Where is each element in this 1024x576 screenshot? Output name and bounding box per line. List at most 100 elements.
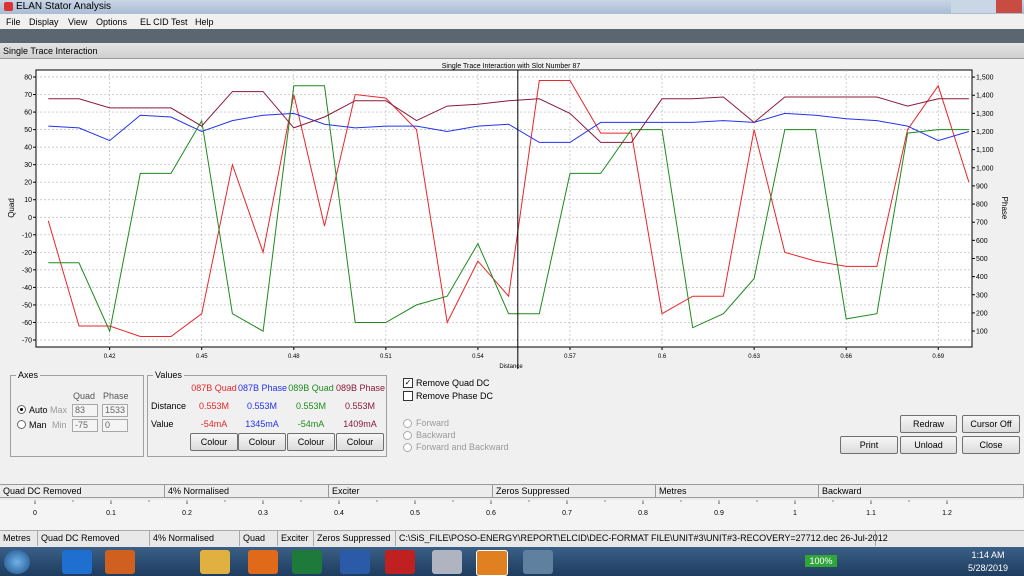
checkbox-remove-quad-dc[interactable]: ✓	[403, 378, 413, 388]
taskbar-word[interactable]	[340, 550, 370, 574]
distance-value: 0.553M	[344, 401, 376, 411]
menu-item[interactable]: Help	[195, 17, 214, 27]
cursor-off-button[interactable]: Cursor Off	[962, 415, 1020, 433]
quad-max-input[interactable]: 83	[72, 404, 98, 417]
clock-date[interactable]: 5/28/2019	[967, 563, 1009, 573]
print-button[interactable]: Print	[840, 436, 898, 454]
group-title: Axes	[16, 370, 41, 380]
y2-tick-label: 1,400	[976, 93, 994, 100]
status-bar	[0, 484, 1024, 500]
group-title: Values	[153, 370, 184, 380]
y2-tick-label: 800	[976, 202, 988, 209]
y2-axis-label: Phase	[1000, 197, 1009, 220]
ruler-tick-label: 1.2	[942, 510, 952, 517]
radio-backward[interactable]	[403, 431, 412, 440]
child-title: Single Trace Interaction	[3, 46, 98, 56]
child-title-bar	[0, 43, 1024, 59]
taskbar-app[interactable]	[432, 550, 462, 574]
taskbar-media[interactable]	[105, 550, 135, 574]
colour-button[interactable]: Colour	[287, 433, 335, 451]
start-button[interactable]	[4, 550, 30, 574]
y-tick-label: -20	[22, 250, 32, 257]
app-icon	[4, 2, 13, 11]
x-tick-label: 0.57	[564, 354, 576, 360]
checkbox-label: Remove Quad DC	[416, 378, 490, 388]
series-header: 087B Quad	[191, 383, 237, 393]
battery-indicator[interactable]: 100%	[805, 555, 837, 567]
y2-tick-label: 900	[976, 183, 988, 190]
colour-button[interactable]: Colour	[238, 433, 286, 451]
clock-time[interactable]: 1:14 AM	[971, 550, 1005, 560]
taskbar-pdf[interactable]	[385, 550, 415, 574]
ruler-tick-label: 0.3	[258, 510, 268, 517]
title-bar	[0, 0, 1024, 14]
ruler-tick-label: 0.2	[182, 510, 192, 517]
x-tick-label: 0.69	[932, 354, 944, 360]
menu-bar	[0, 14, 1024, 29]
x-tick-label: 0.54	[472, 354, 484, 360]
y-tick-label: -30	[22, 267, 32, 274]
plot-area	[35, 69, 973, 348]
status-cell: C:\SiS_FILE\POSO-ENERGY\REPORT\ELCID\DEC…	[396, 531, 888, 546]
field-label: Max	[50, 405, 68, 415]
taskbar	[0, 547, 1024, 576]
x-tick-label: 0.66	[840, 354, 852, 360]
taskbar-explorer[interactable]	[200, 550, 230, 574]
unload-button[interactable]: Unload	[900, 436, 957, 454]
phase-max-input[interactable]: 1533	[102, 404, 128, 417]
colour-button[interactable]: Colour	[190, 433, 238, 451]
status-cell: Exciter	[278, 531, 314, 546]
distance-value: 0.553M	[198, 401, 230, 411]
redraw-button[interactable]: Redraw	[900, 415, 957, 433]
file-status-bar	[0, 530, 1024, 548]
y-tick-label: -40	[22, 285, 32, 292]
radio-auto[interactable]	[17, 405, 26, 414]
radio-forward-backward[interactable]	[403, 443, 412, 452]
taskbar-elan[interactable]	[476, 550, 508, 576]
checkbox-remove-phase-dc[interactable]	[403, 391, 413, 401]
ruler-tick-label: 1	[793, 510, 797, 517]
menu-item[interactable]: Options	[96, 17, 128, 27]
menu-item[interactable]: View	[68, 17, 88, 27]
ruler-tick-label: 0.6	[486, 510, 496, 517]
y-tick-label: 80	[24, 75, 32, 82]
status-cell: 4% Normalised	[150, 531, 240, 546]
y-tick-label: 20	[24, 180, 32, 187]
radio-forward[interactable]	[403, 419, 412, 428]
menu-item[interactable]: EL CID Test	[140, 17, 188, 27]
x-axis-label: Distance	[499, 364, 523, 370]
series-line	[48, 91, 969, 143]
ruler-tick-label: 0.5	[410, 510, 420, 517]
taskbar-excel[interactable]	[292, 550, 322, 574]
status-cell: Backward	[819, 485, 1024, 498]
checkbox-label: Remove Phase DC	[416, 391, 494, 401]
status-cell: Zeros Suppressed	[493, 485, 656, 498]
chart-title: Single Trace Interaction with Slot Numbe…	[442, 63, 581, 70]
y2-tick-label: 1,200	[976, 129, 994, 136]
y2-tick-label: 1,500	[976, 75, 994, 82]
y-tick-label: 0	[28, 215, 32, 222]
y-tick-label: 50	[24, 127, 32, 134]
ruler-tick-label: 0.8	[638, 510, 648, 517]
close-window[interactable]	[996, 0, 1022, 13]
series-line	[48, 112, 970, 143]
radio-label: Forward and Backward	[416, 442, 509, 452]
taskbar-ie[interactable]	[62, 550, 92, 574]
phase-min-input[interactable]: 0	[102, 419, 128, 432]
taskbar-app[interactable]	[523, 550, 553, 574]
status-cell: Quad DC Removed	[38, 531, 150, 546]
y-tick-label: 10	[24, 197, 32, 204]
close-button[interactable]: Close	[962, 436, 1020, 454]
taskbar-firefox[interactable]	[248, 550, 278, 574]
radio-man[interactable]	[17, 420, 26, 429]
row-label: Distance	[151, 401, 187, 411]
quad-min-input[interactable]: -75	[72, 419, 98, 432]
ruler-background	[0, 500, 1024, 530]
series-line	[48, 85, 969, 333]
y-tick-label: 70	[24, 92, 32, 99]
x-tick-label: 0.42	[104, 354, 116, 360]
menu-item[interactable]: File	[6, 17, 21, 27]
colour-button[interactable]: Colour	[336, 433, 384, 451]
menu-item[interactable]: Display	[29, 17, 59, 27]
